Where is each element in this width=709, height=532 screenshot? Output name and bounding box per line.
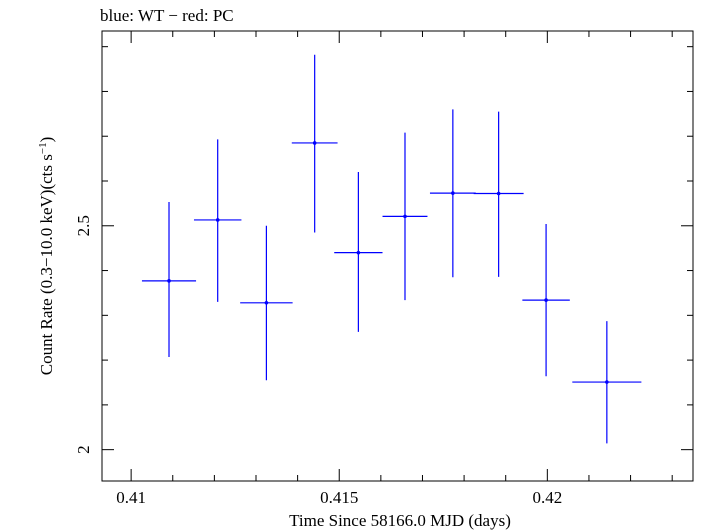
data-point xyxy=(544,298,548,302)
x-axis: 0.41 0.415 0.42 xyxy=(116,31,673,507)
y-tick-label: 2 xyxy=(74,445,93,454)
data-point xyxy=(215,218,220,222)
x-tick-label: 0.42 xyxy=(532,488,562,507)
data-point xyxy=(451,191,455,195)
y-tick-label: 2.5 xyxy=(74,215,93,236)
y-axis: 22.5 xyxy=(74,46,693,454)
data-point xyxy=(167,279,171,283)
data-point xyxy=(403,214,407,219)
data-point xyxy=(264,300,269,305)
x-axis-label: Time Since 58166.0 MJD (days) xyxy=(289,511,511,530)
data-point xyxy=(496,191,501,196)
data-point xyxy=(605,380,609,384)
x-tick-label: 0.415 xyxy=(320,488,358,507)
plot-frame xyxy=(101,30,694,482)
y-axis-label-main: Count Rate (0.3−10.0 keV)(cts s xyxy=(37,154,56,375)
data-point xyxy=(356,250,361,255)
y-axis-label-end: ) xyxy=(37,137,56,143)
x-tick-label: 0.41 xyxy=(116,488,146,507)
y-axis-label: Count Rate (0.3−10.0 keV)(cts s−1) xyxy=(37,137,56,376)
series-wt xyxy=(141,54,642,444)
y-axis-label-superscript: −1 xyxy=(37,142,49,154)
data-point xyxy=(312,141,317,145)
chart-title: blue: WT − red: PC xyxy=(100,6,234,25)
